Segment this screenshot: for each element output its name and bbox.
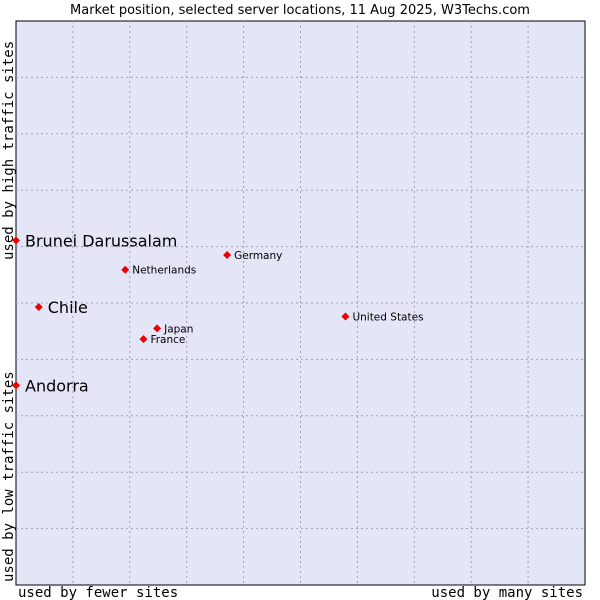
data-point-label: United States	[352, 312, 423, 324]
data-point-label: Germany	[234, 250, 282, 262]
data-point-marker	[223, 251, 232, 260]
y-axis-label-low: used by low traffic sites	[1, 371, 17, 582]
data-point-label: France	[150, 334, 185, 346]
data-point-label: Chile	[48, 298, 88, 317]
data-point-marker	[153, 324, 162, 333]
x-axis-label-low: used by fewer sites	[18, 585, 178, 600]
data-point-label: Andorra	[25, 376, 89, 395]
data-point-marker	[341, 312, 350, 321]
data-point-label: Netherlands	[132, 265, 196, 277]
data-point-marker	[12, 236, 20, 245]
x-axis-label-high: used by many sites	[431, 585, 583, 600]
data-point-marker	[12, 381, 20, 390]
data-point-label: Japan	[163, 323, 193, 335]
data-point-marker	[34, 302, 43, 311]
data-point-label: Brunei Darussalam	[25, 231, 177, 250]
data-point-marker	[139, 335, 148, 344]
data-points: Brunei Darussalam Germany Netherlands Chile…	[12, 231, 424, 395]
y-axis-label-high: used by high traffic sites	[1, 41, 17, 260]
data-point-marker	[121, 265, 130, 274]
grid-lines	[16, 21, 585, 585]
chart-title: Market position, selected server locatio…	[70, 3, 530, 18]
